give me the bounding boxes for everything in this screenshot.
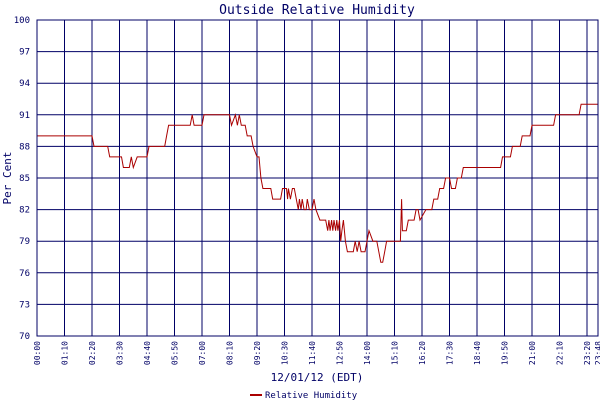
plot-border — [36, 19, 599, 337]
x-tick-label: 04:40 — [143, 341, 152, 365]
y-tick-label: 91 — [19, 111, 30, 121]
y-tick-label: 82 — [19, 206, 30, 216]
chart-title: Outside Relative Humidity — [219, 3, 415, 18]
x-tick-label: 15:10 — [391, 341, 400, 365]
x-tick-label: 03:30 — [116, 341, 125, 365]
y-tick-label: 88 — [19, 142, 30, 152]
y-tick-label: 94 — [19, 79, 30, 89]
y-tick-label: 73 — [19, 300, 30, 310]
y-tick-labels: 70 73 76 79 82 85 88 91 94 97 100 — [14, 16, 30, 342]
x-tick-label: 12:50 — [336, 341, 345, 365]
x-tick-label: 17:30 — [446, 341, 455, 365]
y-tick-label: 70 — [19, 332, 30, 342]
x-tick-label: 18:40 — [473, 341, 482, 365]
y-tick-label: 79 — [19, 237, 30, 247]
x-tick-label: 10:30 — [281, 341, 290, 365]
x-tick-label: 07:00 — [198, 341, 207, 365]
x-tick-label: 16:20 — [418, 341, 427, 365]
x-tick-label: 11:40 — [308, 341, 317, 365]
x-tick-label: 02:20 — [88, 341, 97, 365]
y-axis-label: Per Cent — [1, 152, 14, 205]
y-tick-label: 97 — [19, 48, 30, 58]
x-tick-label: 00:00 — [33, 341, 42, 365]
x-tick-label: 21:00 — [528, 341, 537, 365]
x-tick-label: 09:20 — [253, 341, 262, 365]
x-tick-label: 08:10 — [226, 341, 235, 365]
x-tick-labels: 00:00 01:10 02:20 03:30 04:40 05:50 07:00 08:10… — [33, 341, 600, 365]
x-tick-label: 23:48 — [594, 341, 600, 365]
x-axis-label: 12/01/12 (EDT) — [271, 371, 364, 384]
x-tick-label: 19:50 — [501, 341, 510, 365]
x-tick-label: 05:50 — [171, 341, 180, 365]
legend: Relative Humidity — [250, 391, 358, 400]
x-tick-label: 01:10 — [61, 341, 70, 365]
x-tick-label: 23:20 — [583, 341, 592, 365]
x-tick-label: 22:10 — [556, 341, 565, 365]
series-line-relative-humidity — [37, 103, 598, 263]
y-tick-label: 85 — [19, 174, 30, 184]
legend-label: Relative Humidity — [265, 391, 358, 400]
y-tick-label: 76 — [19, 269, 30, 279]
x-tick-label: 14:00 — [363, 341, 372, 365]
y-tick-label: 100 — [14, 16, 30, 26]
